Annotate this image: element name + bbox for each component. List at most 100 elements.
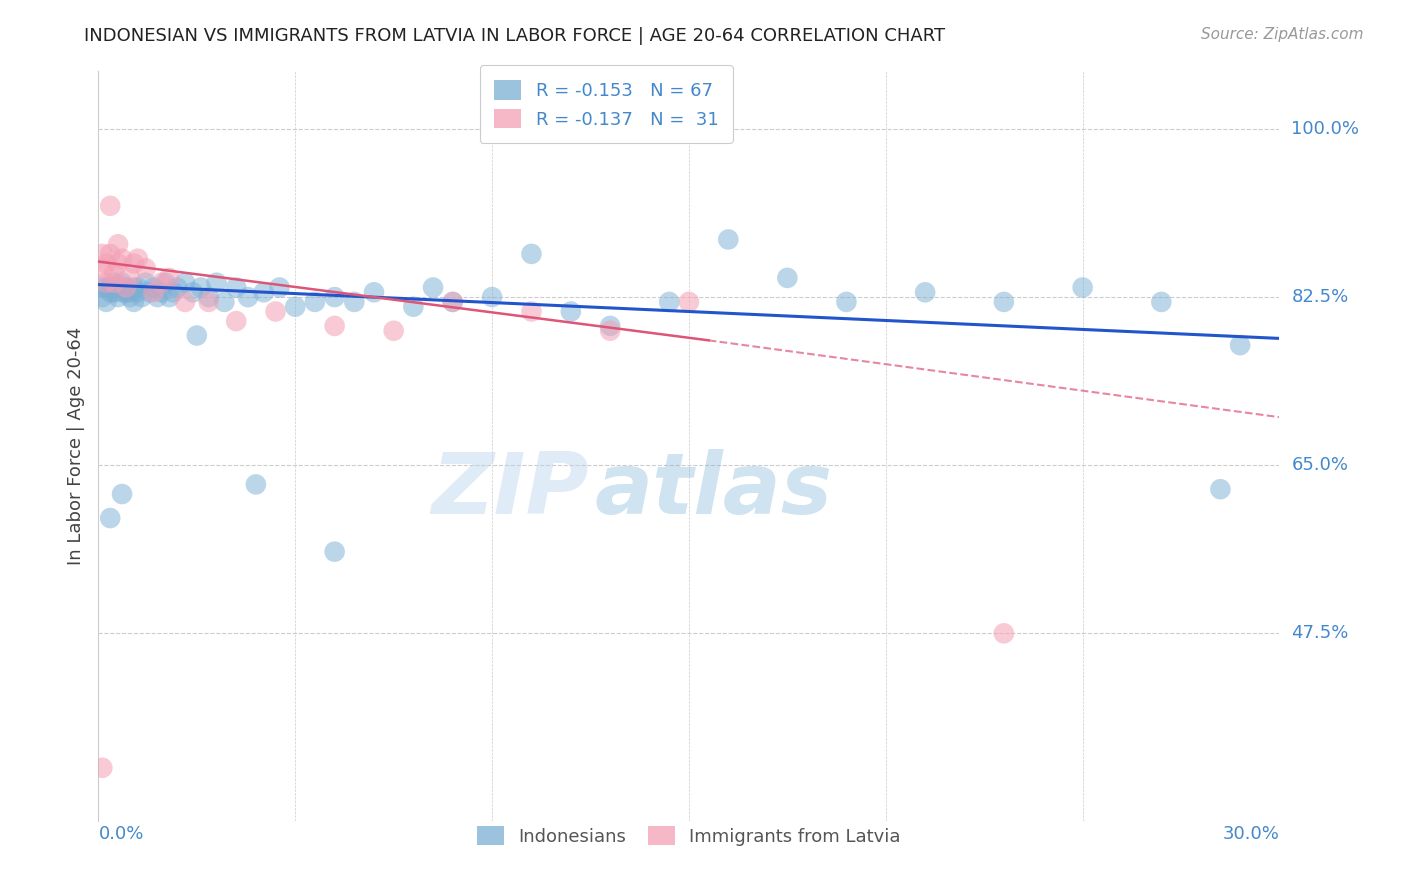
Point bbox=[150, 276, 173, 290]
Point bbox=[441, 294, 464, 309]
Point bbox=[157, 290, 180, 304]
Point bbox=[236, 290, 259, 304]
Point bbox=[107, 237, 129, 252]
Point bbox=[122, 280, 145, 294]
Point bbox=[98, 199, 121, 213]
Point bbox=[658, 294, 681, 309]
Point bbox=[205, 276, 228, 290]
Point bbox=[111, 276, 134, 290]
Point bbox=[678, 294, 700, 309]
Point bbox=[115, 280, 138, 294]
Legend: Indonesians, Immigrants from Latvia: Indonesians, Immigrants from Latvia bbox=[470, 819, 908, 853]
Text: 0.0%: 0.0% bbox=[98, 825, 143, 844]
Point bbox=[1209, 482, 1232, 496]
Point bbox=[98, 285, 121, 300]
Point bbox=[107, 256, 129, 270]
Point bbox=[174, 294, 197, 309]
Point bbox=[717, 232, 740, 246]
Point bbox=[197, 290, 219, 304]
Point bbox=[599, 324, 621, 338]
Point bbox=[91, 247, 114, 261]
Point bbox=[520, 247, 543, 261]
Point bbox=[190, 280, 212, 294]
Point bbox=[284, 300, 307, 314]
Point bbox=[382, 324, 405, 338]
Point bbox=[599, 318, 621, 333]
Point bbox=[96, 294, 118, 309]
Point bbox=[118, 271, 141, 285]
Point bbox=[91, 261, 114, 276]
Point bbox=[363, 285, 385, 300]
Point bbox=[560, 304, 582, 318]
Point bbox=[245, 477, 267, 491]
Point bbox=[914, 285, 936, 300]
Point bbox=[264, 304, 287, 318]
Text: 65.0%: 65.0% bbox=[1291, 456, 1348, 475]
Point bbox=[1229, 338, 1251, 352]
Point bbox=[103, 266, 125, 280]
Point bbox=[96, 276, 118, 290]
Point bbox=[343, 294, 366, 309]
Point bbox=[98, 247, 121, 261]
Point bbox=[111, 487, 134, 501]
Point bbox=[118, 290, 141, 304]
Point bbox=[122, 294, 145, 309]
Point bbox=[253, 285, 276, 300]
Text: INDONESIAN VS IMMIGRANTS FROM LATVIA IN LABOR FORCE | AGE 20-64 CORRELATION CHAR: INDONESIAN VS IMMIGRANTS FROM LATVIA IN … bbox=[84, 27, 945, 45]
Point bbox=[107, 290, 129, 304]
Point bbox=[127, 252, 149, 266]
Point bbox=[166, 280, 188, 294]
Point bbox=[441, 294, 464, 309]
Point bbox=[162, 285, 184, 300]
Text: 82.5%: 82.5% bbox=[1291, 288, 1348, 306]
Point bbox=[111, 252, 134, 266]
Point bbox=[304, 294, 326, 309]
Point bbox=[115, 285, 138, 300]
Point bbox=[323, 318, 346, 333]
Point bbox=[155, 276, 177, 290]
Point bbox=[103, 276, 125, 290]
Text: atlas: atlas bbox=[595, 450, 832, 533]
Point bbox=[98, 280, 121, 294]
Point bbox=[91, 280, 114, 294]
Point bbox=[103, 285, 125, 300]
Point bbox=[135, 261, 157, 276]
Point bbox=[835, 294, 858, 309]
Point bbox=[96, 280, 118, 294]
Point bbox=[1150, 294, 1173, 309]
Point bbox=[91, 761, 114, 775]
Point bbox=[323, 290, 346, 304]
Point bbox=[122, 256, 145, 270]
Point bbox=[91, 290, 114, 304]
Point bbox=[181, 285, 204, 300]
Point bbox=[98, 511, 121, 525]
Point bbox=[127, 285, 149, 300]
Point bbox=[103, 276, 125, 290]
Point bbox=[135, 276, 157, 290]
Point bbox=[323, 544, 346, 558]
Point bbox=[157, 271, 180, 285]
Point bbox=[142, 285, 165, 300]
Point bbox=[111, 285, 134, 300]
Point bbox=[131, 290, 153, 304]
Point bbox=[197, 294, 219, 309]
Y-axis label: In Labor Force | Age 20-64: In Labor Force | Age 20-64 bbox=[66, 326, 84, 566]
Point bbox=[481, 290, 503, 304]
Point bbox=[118, 285, 141, 300]
Point bbox=[422, 280, 444, 294]
Point bbox=[1071, 280, 1094, 294]
Text: 30.0%: 30.0% bbox=[1223, 825, 1279, 844]
Point bbox=[214, 294, 236, 309]
Point bbox=[402, 300, 425, 314]
Point bbox=[186, 328, 208, 343]
Point bbox=[269, 280, 291, 294]
Point bbox=[115, 280, 138, 294]
Point bbox=[96, 256, 118, 270]
Point bbox=[225, 280, 247, 294]
Point bbox=[127, 280, 149, 294]
Point bbox=[776, 271, 799, 285]
Text: Source: ZipAtlas.com: Source: ZipAtlas.com bbox=[1201, 27, 1364, 42]
Point bbox=[138, 285, 160, 300]
Text: ZIP: ZIP bbox=[430, 450, 589, 533]
Text: 100.0%: 100.0% bbox=[1291, 120, 1360, 138]
